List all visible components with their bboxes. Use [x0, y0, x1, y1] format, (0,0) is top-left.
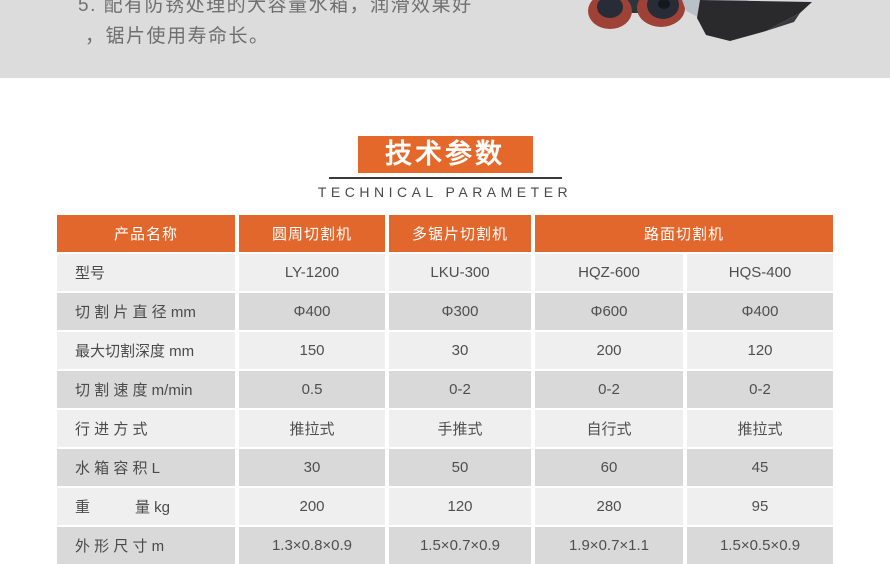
param-label: 最大切割深度 mm: [57, 332, 235, 369]
col-header-multi-blade-cutter: 多锯片切割机: [389, 215, 531, 252]
param-label: 型号: [57, 254, 235, 291]
param-value: 120: [687, 332, 834, 369]
param-value: 45: [687, 449, 834, 486]
table-row-model: 型号 LY-1200 LKU-300 HQZ-600 HQS-400: [57, 254, 834, 291]
col-header-road-cutter: 路面切割机: [535, 215, 834, 252]
param-value: 150: [239, 332, 385, 369]
table-header-row: 产品名称 圆周切割机 多锯片切割机 路面切割机: [57, 215, 834, 252]
param-label: 重 量 kg: [57, 488, 235, 525]
section-title: 技术参数 TECHNICAL PARAMETER: [0, 136, 890, 200]
section-title-zh: 技术参数: [357, 136, 533, 173]
param-value: 0.5: [239, 371, 385, 408]
spec-table: 产品名称 圆周切割机 多锯片切割机 路面切割机 型号 LY-1200 LKU-3…: [53, 213, 837, 564]
param-value: 1.5×0.5×0.9: [687, 527, 834, 564]
param-value: 200: [535, 332, 683, 369]
param-label: 外 形 尺 寸 m: [57, 527, 235, 564]
param-value: Φ600: [535, 293, 683, 330]
param-value: HQZ-600: [535, 254, 683, 291]
param-value: 手推式: [389, 410, 531, 447]
table-row-blade-diameter: 切 割 片 直 径 mm Φ400 Φ300 Φ600 Φ400: [57, 293, 834, 330]
feature-text: 5. 配有防锈处理的大容量水箱，润滑效果好 ，锯片使用寿命长。: [78, 0, 473, 52]
param-label: 行 进 方 式: [57, 410, 235, 447]
feature-line-1: 5. 配有防锈处理的大容量水箱，润滑效果好: [78, 0, 473, 16]
table-row-max-cut-depth: 最大切割深度 mm 150 30 200 120: [57, 332, 834, 369]
param-label: 切 割 速 度 m/min: [57, 371, 235, 408]
col-header-circular-cutter: 圆周切割机: [239, 215, 385, 252]
title-underline: [328, 177, 562, 179]
top-banner: 5. 配有防锈处理的大容量水箱，润滑效果好 ，锯片使用寿命长。: [0, 0, 890, 78]
param-value: 30: [389, 332, 531, 369]
param-label: 水 箱 容 积 L: [57, 449, 235, 486]
road-cutter-machine-photo-icon: [588, 0, 812, 41]
table-row-water-tank: 水 箱 容 积 L 30 50 60 45: [57, 449, 834, 486]
col-header-product-name: 产品名称: [57, 215, 235, 252]
param-value: 120: [389, 488, 531, 525]
param-value: 200: [239, 488, 385, 525]
param-label: 切 割 片 直 径 mm: [57, 293, 235, 330]
table-row-dimensions: 外 形 尺 寸 m 1.3×0.8×0.9 1.5×0.7×0.9 1.9×0.…: [57, 527, 834, 564]
param-value: HQS-400: [687, 254, 834, 291]
table-row-cutting-speed: 切 割 速 度 m/min 0.5 0-2 0-2 0-2: [57, 371, 834, 408]
param-value: 30: [239, 449, 385, 486]
param-value: LKU-300: [389, 254, 531, 291]
param-value: 0-2: [389, 371, 531, 408]
param-value: LY-1200: [239, 254, 385, 291]
param-value: 50: [389, 449, 531, 486]
table-row-weight: 重 量 kg 200 120 280 95: [57, 488, 834, 525]
param-value: 1.5×0.7×0.9: [389, 527, 531, 564]
table-row-travel-mode: 行 进 方 式 推拉式 手推式 自行式 推拉式: [57, 410, 834, 447]
param-value: 280: [535, 488, 683, 525]
param-value: 自行式: [535, 410, 683, 447]
feature-line-2: ，锯片使用寿命长。: [85, 26, 270, 47]
section-title-en: TECHNICAL PARAMETER: [317, 184, 573, 200]
param-value: 推拉式: [687, 410, 834, 447]
param-value: 95: [687, 488, 834, 525]
param-value: 推拉式: [239, 410, 385, 447]
param-value: 0-2: [687, 371, 834, 408]
param-value: Φ400: [239, 293, 385, 330]
param-value: Φ400: [687, 293, 834, 330]
param-value: 1.9×0.7×1.1: [535, 527, 683, 564]
param-value: 60: [535, 449, 683, 486]
param-value: 1.3×0.8×0.9: [239, 527, 385, 564]
param-value: 0-2: [535, 371, 683, 408]
param-value: Φ300: [389, 293, 531, 330]
